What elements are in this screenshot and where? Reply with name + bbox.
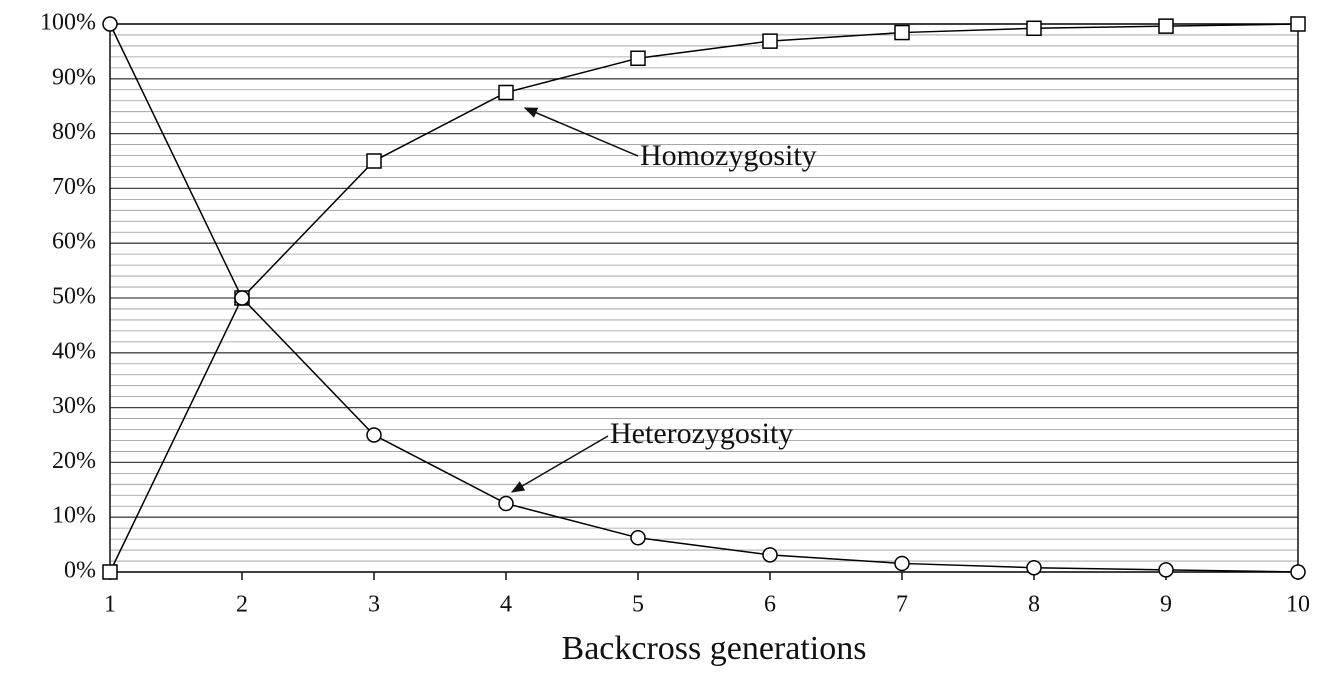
y-tick-label: 40% [52, 338, 96, 364]
y-tick-label: 90% [52, 64, 96, 90]
y-tick-label: 0% [64, 558, 96, 584]
marker-square [1026, 20, 1042, 37]
y-tick-label: 30% [52, 393, 96, 419]
marker-circle [630, 530, 646, 546]
x-tick-label: 5 [632, 592, 644, 618]
series-line [109, 23, 1299, 573]
marker-square [1158, 18, 1174, 34]
marker-circle [498, 495, 514, 512]
marker-square [102, 564, 118, 580]
y-tick-label: 60% [52, 229, 96, 255]
x-tick-label: 10 [1286, 592, 1310, 618]
y-tick-label: 20% [52, 448, 96, 474]
annotation: Heterozygosity [610, 417, 793, 450]
marker-square [366, 153, 382, 169]
x-tick-label: 1 [104, 592, 116, 618]
x-tick-label: 4 [500, 592, 512, 618]
marker-circle [1026, 559, 1042, 576]
x-tick-label: 8 [1028, 592, 1040, 618]
x-axis-label: Backcross generations [562, 630, 867, 667]
marker-circle [366, 427, 382, 443]
annotation-arrow [523, 107, 639, 157]
x-tick-label: 9 [1160, 592, 1172, 618]
y-tick-label: 80% [52, 119, 96, 145]
marker-circle [234, 290, 250, 306]
marker-square [630, 50, 646, 66]
marker-circle [762, 547, 778, 563]
series-line [109, 23, 1299, 573]
marker-square [762, 33, 778, 49]
y-tick-label: 50% [52, 284, 96, 310]
marker-square [498, 84, 514, 101]
y-tick-label: 100% [40, 10, 96, 36]
marker-square [1290, 16, 1306, 32]
marker-circle [102, 16, 118, 32]
annotation: Homozygosity [640, 139, 817, 172]
marker-circle [1290, 564, 1306, 580]
y-tick-label: 70% [52, 174, 96, 200]
marker-circle [894, 555, 910, 572]
x-tick-label: 6 [764, 592, 776, 618]
annotation-arrow [510, 435, 609, 493]
marker-circle [1158, 562, 1174, 578]
x-tick-label: 3 [368, 592, 380, 618]
x-tick-label: 7 [896, 592, 908, 618]
x-tick-label: 2 [236, 592, 248, 618]
marker-square [894, 24, 910, 41]
plot-frame [109, 23, 1299, 573]
y-tick-label: 10% [52, 503, 96, 529]
